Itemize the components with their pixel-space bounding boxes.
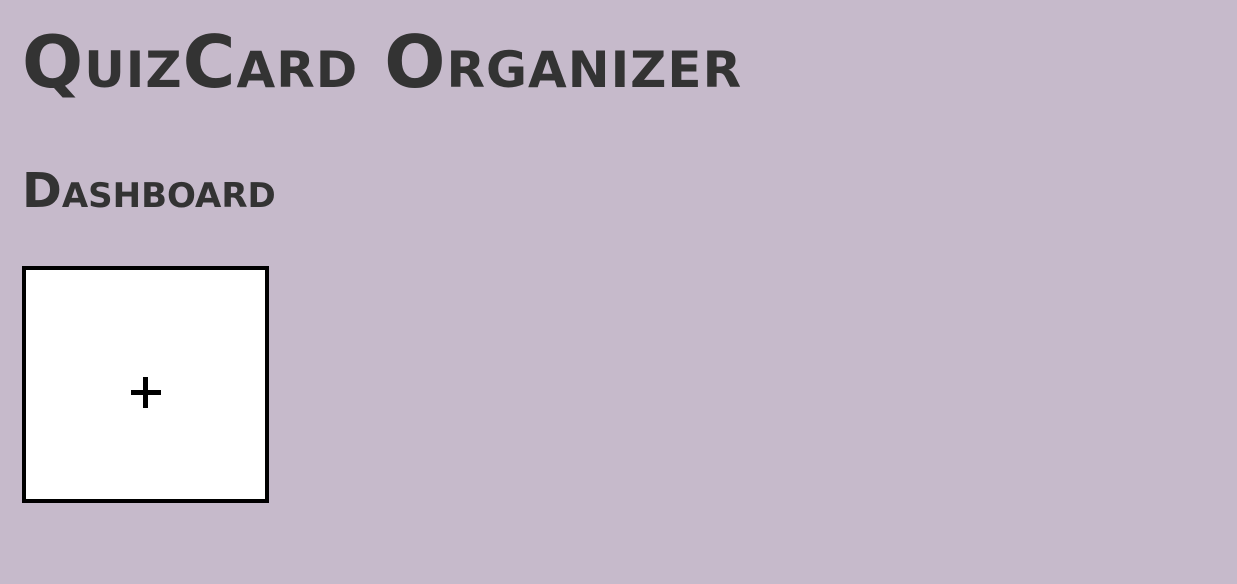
app-title: QuizCard Organizer (22, 20, 743, 104)
dashboard-heading: Dashboard (22, 163, 276, 219)
add-card-button[interactable] (22, 266, 269, 503)
plus-icon (130, 376, 161, 408)
